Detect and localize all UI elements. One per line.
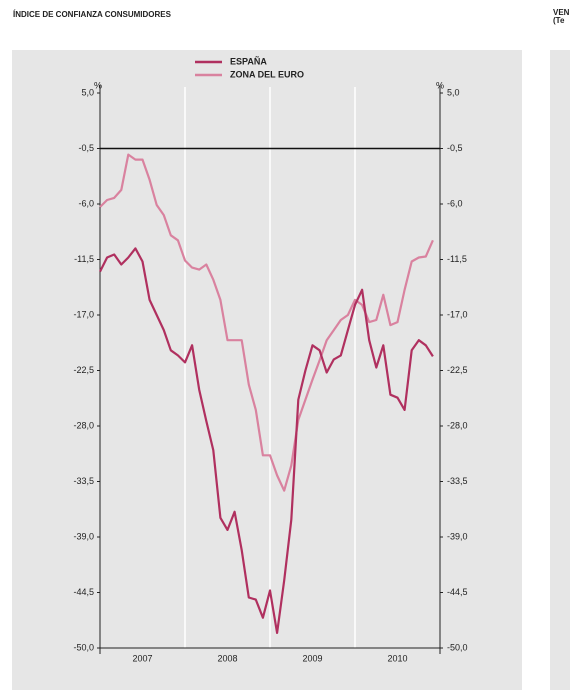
y-tick-label: -6,0 [78, 198, 94, 208]
y-tick-label: -33,5 [447, 476, 468, 486]
y-tick-label: -28,0 [73, 420, 94, 430]
side-title: (Te [553, 16, 565, 25]
y-unit: % [94, 80, 102, 90]
y-tick-label: -33,5 [73, 476, 94, 486]
y-tick-label: -39,0 [447, 531, 468, 541]
y-tick-label: -22,5 [447, 365, 468, 375]
y-tick-label: -11,5 [74, 254, 94, 264]
legend-label: ZONA DEL EURO [230, 69, 304, 79]
x-tick-label: 2007 [132, 653, 152, 663]
side-title: VEN [553, 8, 570, 17]
chart-title: ÍNDICE DE CONFIANZA CONSUMIDORES [13, 10, 172, 19]
y-tick-label: -28,0 [447, 420, 468, 430]
y-tick-label: -39,0 [73, 531, 94, 541]
series-line [99, 153, 434, 492]
legend-label: ESPAÑA [230, 56, 267, 66]
y-tick-label: 5,0 [447, 87, 460, 97]
y-tick-label: -50,0 [447, 642, 468, 652]
x-tick-label: 2010 [387, 653, 407, 663]
y-tick-label: -22,5 [73, 365, 94, 375]
y-tick-label: -6,0 [447, 198, 463, 208]
side-panel [550, 50, 570, 690]
y-tick-label: -0,5 [78, 143, 94, 153]
y-tick-label: -17,0 [73, 309, 94, 319]
y-tick-label: -17,0 [447, 309, 468, 319]
y-tick-label: -44,5 [447, 587, 468, 597]
series-line [99, 247, 434, 634]
x-tick-label: 2008 [217, 653, 237, 663]
y-tick-label: -11,5 [447, 254, 467, 264]
y-tick-label: -0,5 [447, 143, 463, 153]
y-tick-label: 5,0 [81, 87, 94, 97]
y-tick-label: -44,5 [73, 587, 94, 597]
y-tick-label: -50,0 [73, 642, 94, 652]
x-tick-label: 2009 [302, 653, 322, 663]
